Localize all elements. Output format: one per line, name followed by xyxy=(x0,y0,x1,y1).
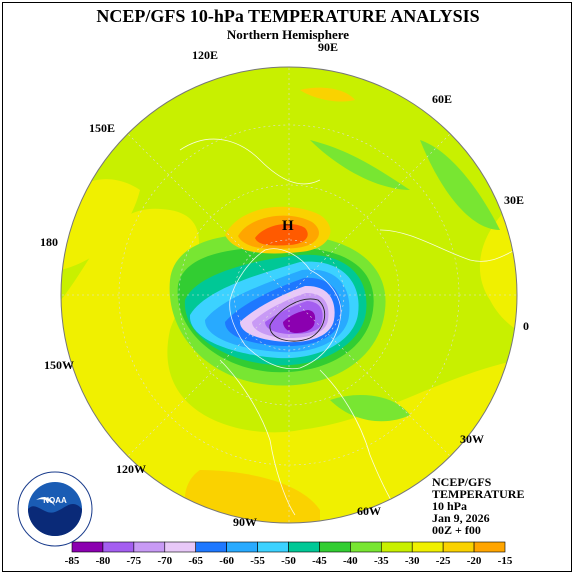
colorbar-swatch xyxy=(288,541,320,553)
vortex-contour xyxy=(269,298,326,342)
colorbar-tick-label: -40 xyxy=(343,555,358,567)
lon-label-30w: 30W xyxy=(460,432,484,446)
lon-label-150w: 150W xyxy=(44,358,74,372)
colorbar-swatch xyxy=(195,541,227,553)
info-level: 10 hPa xyxy=(432,499,468,513)
info-date: Jan 9, 2026 xyxy=(432,511,490,525)
colorbar-swatch xyxy=(350,541,382,553)
lon-label-150e: 150E xyxy=(89,121,116,135)
info-run: 00Z + f00 xyxy=(432,523,481,537)
colorbar-tick-label: -45 xyxy=(312,555,327,567)
lon-label-90w: 90W xyxy=(233,515,257,529)
colorbar-swatch xyxy=(319,541,351,553)
colorbar-swatch xyxy=(133,541,166,553)
colorbar-tick-label: -85 xyxy=(65,555,80,567)
figure-frame xyxy=(2,2,572,572)
colorbar-tick-label: -55 xyxy=(250,555,265,567)
colorbar-swatch xyxy=(102,541,135,553)
colorbar-tick-label: -65 xyxy=(188,555,203,567)
colorbar-tick-label: -20 xyxy=(467,555,482,567)
lon-label-120w: 120W xyxy=(116,462,146,476)
colorbar-tick-label: -60 xyxy=(219,555,234,567)
lon-label-60e: 60E xyxy=(432,92,453,106)
colorbar-swatch xyxy=(411,541,444,553)
info-model: NCEP/GFS xyxy=(432,475,492,489)
colorbar-tick-label: -80 xyxy=(96,555,111,567)
colorbar-swatch xyxy=(226,541,258,553)
graticule xyxy=(61,67,517,523)
colorbar-tick-label: -70 xyxy=(157,555,172,567)
temperature-field xyxy=(61,67,517,523)
product-info: NCEP/GFS TEMPERATURE 10 hPa Jan 9, 2026 … xyxy=(432,476,524,536)
colorbar-swatch xyxy=(164,541,197,553)
map-boundary xyxy=(60,66,518,524)
info-variable: TEMPERATURE xyxy=(432,487,525,501)
colorbar-tick-label: -75 xyxy=(127,555,142,567)
colorbar-tick-label: -35 xyxy=(374,555,389,567)
lon-label-120e: 120E xyxy=(192,48,219,62)
noaa-logo: NOAA xyxy=(17,471,93,547)
colorbar-swatch xyxy=(380,541,413,553)
lon-label-60w: 60W xyxy=(357,504,381,518)
coastlines xyxy=(179,138,516,516)
colorbar-swatch xyxy=(442,541,475,553)
colorbar: -85 -80 -75 -70 -65 -60 -55 -50 -45 -40 -35 -30 -25 -… xyxy=(65,541,513,567)
colorbar-swatch xyxy=(257,541,289,553)
colorbar-tick-label: -25 xyxy=(436,555,451,567)
colorbar-tick-label: -15 xyxy=(498,555,513,567)
noaa-logo-text: NOAA xyxy=(43,496,67,505)
map-title: NCEP/GFS 10-hPa TEMPERATURE ANALYSIS xyxy=(96,6,480,26)
colorbar-tick-label: -50 xyxy=(281,555,296,567)
lon-label-180: 180 xyxy=(40,235,58,249)
colorbar-tick-label: -30 xyxy=(405,555,420,567)
high-pressure-marker: H xyxy=(282,218,294,234)
lon-label-30e: 30E xyxy=(504,193,525,207)
lon-label-0: 0 xyxy=(523,319,529,333)
lon-label-90e: 90E xyxy=(318,40,339,54)
colorbar-swatch xyxy=(473,541,506,553)
map-subtitle: Northern Hemisphere xyxy=(226,27,350,42)
